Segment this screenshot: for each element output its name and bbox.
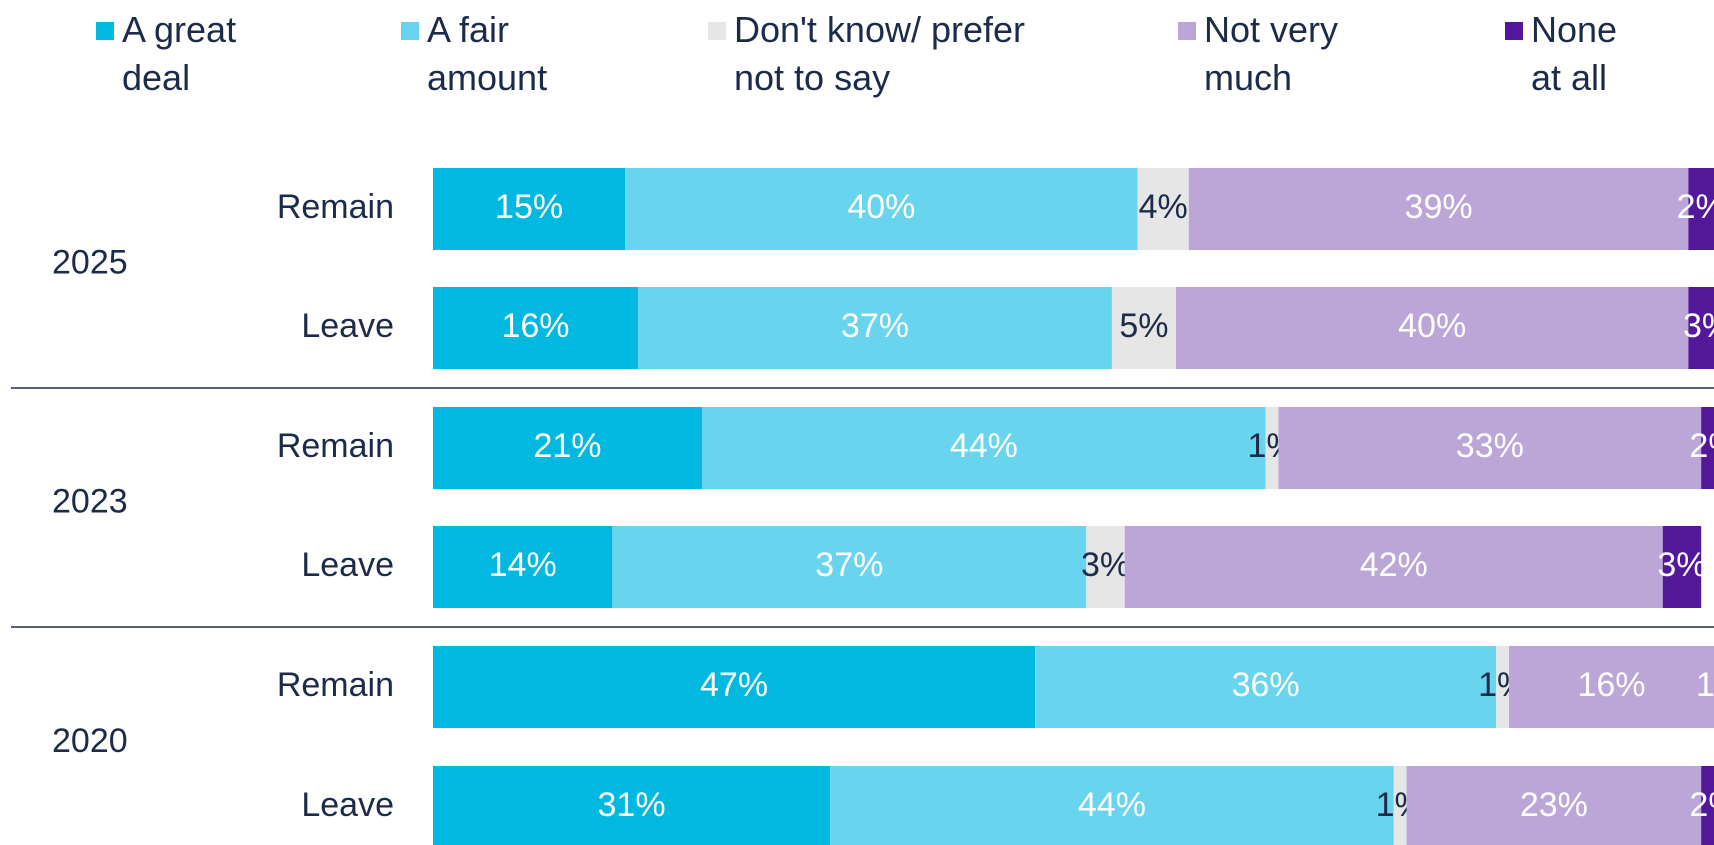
bar-segment: [433, 407, 703, 489]
legend-swatch: [708, 22, 726, 40]
legend-swatch: [401, 22, 419, 40]
bar-segment: [433, 646, 1036, 728]
legend-label: Don't know/ prefer not to say: [734, 9, 1026, 98]
row-label: Remain: [277, 666, 394, 704]
legend-label: Not very much: [1204, 9, 1339, 98]
value-label: 42%: [1360, 546, 1428, 584]
bar-segment: [625, 168, 1138, 250]
bar-segment: [1496, 646, 1510, 728]
value-label: 15%: [495, 188, 563, 226]
legend-item: A great deal: [96, 6, 272, 102]
bar-segment: [1701, 407, 1714, 489]
bar-segment: [1688, 168, 1714, 250]
bar-segment: [612, 526, 1087, 608]
value-label: 31%: [598, 786, 666, 824]
bar-segment: [1688, 287, 1714, 369]
legend-swatch: [1505, 22, 1523, 40]
bar-segment: [1086, 526, 1125, 608]
value-label: 44%: [950, 427, 1018, 465]
value-label: 37%: [815, 546, 883, 584]
value-label: 2%: [1677, 188, 1714, 226]
bar-segment: [1509, 646, 1714, 728]
value-label: 3%: [1683, 307, 1714, 345]
value-label: 2%: [1689, 427, 1714, 465]
bar-segment: [433, 766, 831, 845]
legend-item: Not very much: [1178, 6, 1364, 102]
value-label: 23%: [1520, 786, 1588, 824]
bar-segment: [1035, 646, 1497, 728]
value-label: 3%: [1081, 546, 1130, 584]
value-label: 5%: [1119, 307, 1168, 345]
bar-segment: [1188, 168, 1689, 250]
group-label: 2023: [52, 482, 128, 520]
legend-label: A fair amount: [427, 9, 548, 98]
value-label: 33%: [1456, 427, 1524, 465]
value-label: 3%: [1657, 546, 1706, 584]
group-label: 2025: [52, 243, 128, 281]
bar-segment: [1278, 407, 1702, 489]
legend-item: Don't know/ prefer not to say: [708, 6, 1034, 102]
value-label: 2%: [1689, 786, 1714, 824]
bar-segment: [1175, 287, 1689, 369]
bar-segment: [1662, 526, 1702, 608]
bar-segment: [1701, 766, 1714, 845]
legend-swatch: [96, 22, 114, 40]
value-label: 44%: [1078, 786, 1146, 824]
bar-segment: [1124, 526, 1663, 608]
bar-segment: [1393, 766, 1407, 845]
group-label: 2020: [52, 722, 128, 760]
value-label: 40%: [847, 188, 915, 226]
value-label: 16%: [501, 307, 569, 345]
legend-item: A fair amount: [401, 6, 577, 102]
bar-segment: [1265, 407, 1279, 489]
value-label: 40%: [1398, 307, 1466, 345]
legend-item: None at all: [1505, 6, 1641, 102]
value-label: 4%: [1139, 188, 1188, 226]
legend-label: None at all: [1531, 9, 1618, 98]
bar-segment: [637, 287, 1112, 369]
bar-segment: [830, 766, 1394, 845]
bar-segment: [1137, 168, 1189, 250]
bar-segment: [1406, 766, 1702, 845]
value-label: 21%: [533, 427, 601, 465]
row-label: Leave: [301, 307, 394, 345]
value-label: 36%: [1232, 666, 1300, 704]
legend-label: A great deal: [122, 9, 237, 98]
bar-segment: [433, 287, 638, 369]
legend-swatch: [1178, 22, 1196, 40]
row-label: Leave: [301, 786, 394, 824]
bar-segment: [1111, 287, 1176, 369]
value-label: 37%: [841, 307, 909, 345]
row-label: Remain: [277, 188, 394, 226]
row-label: Remain: [277, 427, 394, 465]
bar-segment: [702, 407, 1266, 489]
row-label: Leave: [301, 546, 394, 584]
value-label: 16%: [1577, 666, 1645, 704]
value-label: 47%: [700, 666, 768, 704]
value-label: 1%: [1696, 666, 1714, 704]
value-label: 39%: [1405, 188, 1473, 226]
bar-segment: [433, 526, 613, 608]
value-label: 14%: [489, 546, 557, 584]
bar-segment: [433, 168, 626, 250]
